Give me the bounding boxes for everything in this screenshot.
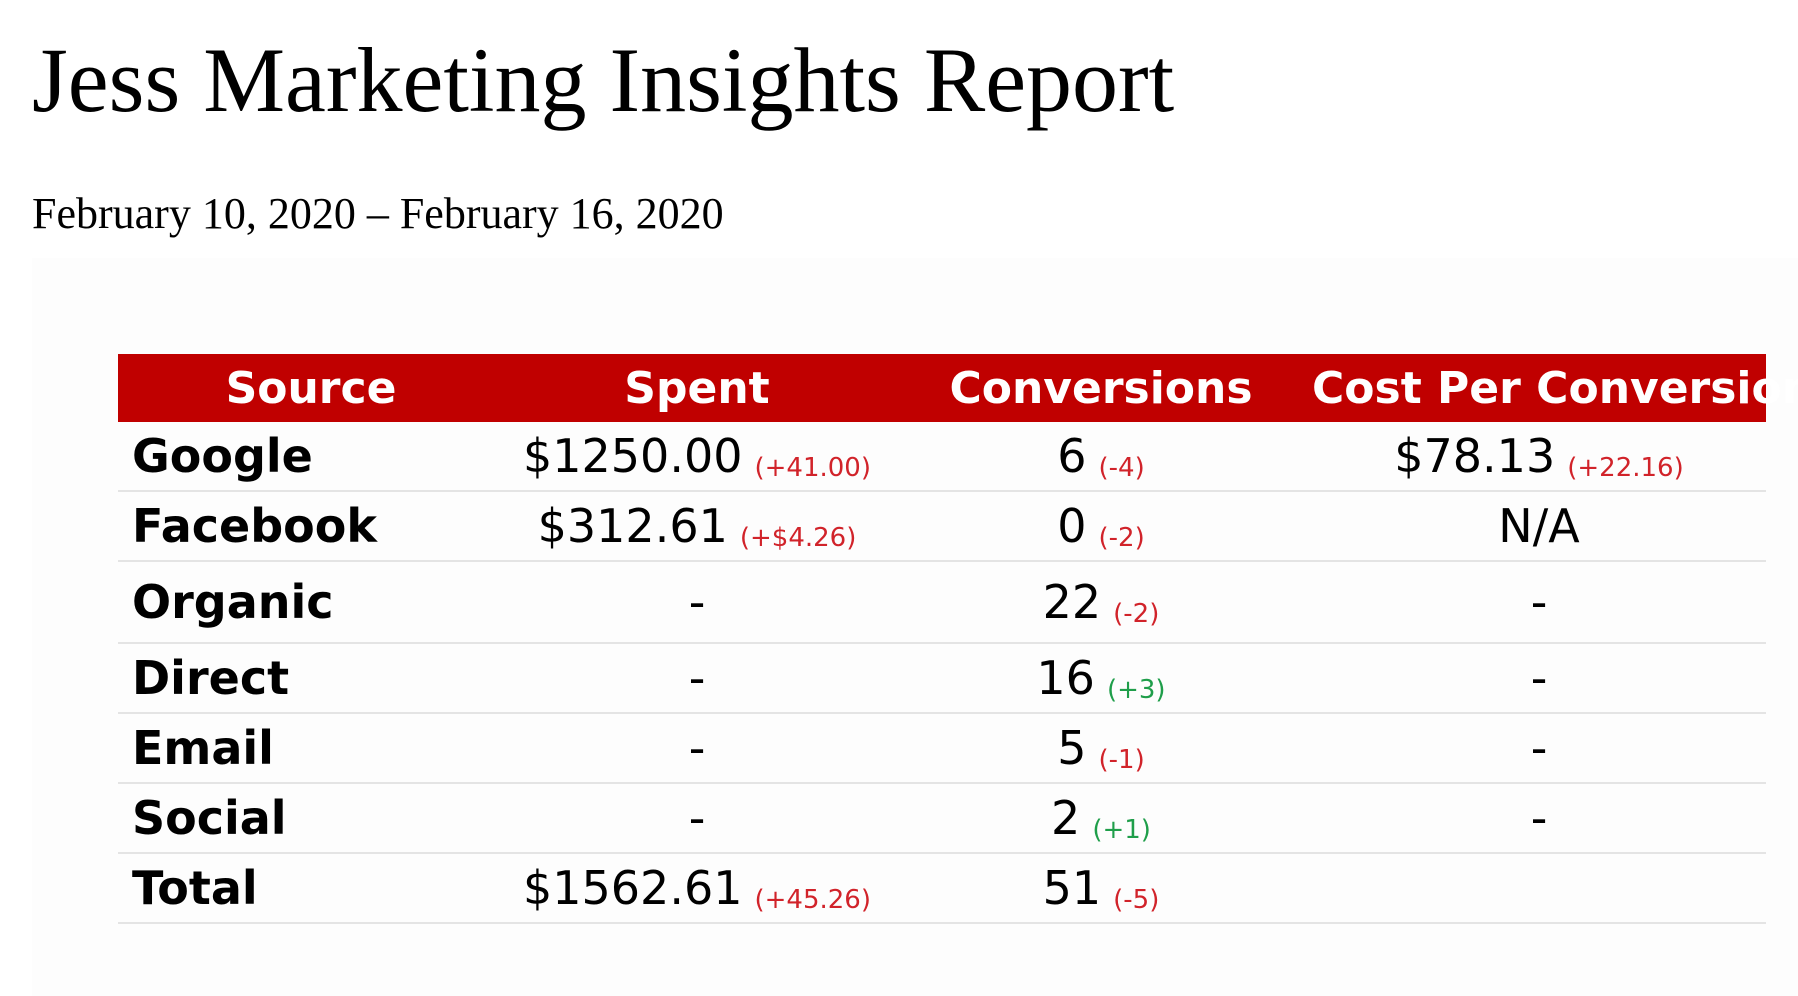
spent-value: $1250.00	[522, 429, 743, 483]
cpc-cell: -	[1312, 643, 1766, 714]
spent-delta: (+$4.26)	[739, 523, 857, 553]
table-body: Google $1250.00 (+41.00) 6 (-4) $78.13 (+22…	[118, 422, 1766, 924]
conversions-cell: 22 (-2)	[890, 561, 1312, 644]
cpc-value: $78.13	[1394, 429, 1556, 483]
cpc-cell: $78.13 (+22.16)	[1312, 422, 1766, 492]
cpc-cell: -	[1312, 713, 1766, 784]
conversions-delta: (-5)	[1113, 885, 1160, 915]
spent-cell: -	[504, 783, 890, 854]
conversions-value: 16	[1036, 651, 1095, 705]
insights-table: Source Spent Conversions Cost Per Conver…	[118, 354, 1798, 924]
conversions-cell: 51 (-5)	[890, 853, 1312, 924]
header-source: Source	[118, 354, 504, 422]
conversions-cell: 16 (+3)	[890, 643, 1312, 714]
conversions-delta: (+3)	[1106, 675, 1166, 705]
source-cell: Total	[118, 853, 504, 924]
cpc-cell: N/A	[1312, 491, 1766, 562]
spent-value: $312.61	[537, 499, 728, 553]
conversions-cell: 2 (+1)	[890, 783, 1312, 854]
header-cost-per-conversion: Cost Per Conversion	[1312, 354, 1798, 422]
cpc-cell	[1312, 853, 1766, 924]
source-cell: Facebook	[118, 491, 504, 562]
conversions-cell: 6 (-4)	[890, 422, 1312, 492]
spent-value: -	[688, 721, 706, 775]
spent-delta: (+41.00)	[754, 453, 871, 483]
conversions-delta: (-4)	[1098, 453, 1145, 483]
spent-cell: $1250.00 (+41.00)	[504, 422, 890, 492]
table-row-social: Social - 2 (+1) -	[118, 783, 1766, 854]
table-row-google: Google $1250.00 (+41.00) 6 (-4) $78.13 (+22…	[118, 422, 1766, 492]
spent-cell: $1562.61 (+45.26)	[504, 853, 890, 924]
insights-table-container: Source Spent Conversions Cost Per Conver…	[118, 354, 1798, 924]
report-title: Jess Marketing Insights Report	[32, 29, 1175, 131]
cpc-delta: (+22.16)	[1567, 453, 1684, 483]
cpc-value: -	[1530, 575, 1548, 629]
cpc-value: -	[1530, 651, 1548, 705]
conversions-value: 5	[1057, 721, 1087, 775]
cpc-cell: -	[1312, 561, 1766, 644]
header-row: Source Spent Conversions Cost Per Conver…	[118, 354, 1798, 422]
cpc-value: -	[1530, 721, 1548, 775]
conversions-delta: (-1)	[1098, 745, 1145, 775]
conversions-value: 22	[1042, 575, 1102, 629]
spent-cell: -	[504, 561, 890, 644]
conversions-delta: (-2)	[1113, 599, 1160, 629]
table-row-total: Total $1562.61 (+45.26) 51 (-5)	[118, 853, 1766, 924]
header-spent: Spent	[504, 354, 890, 422]
conversions-value: 51	[1042, 861, 1102, 915]
conversions-value: 2	[1051, 791, 1081, 845]
header-conversions: Conversions	[890, 354, 1312, 422]
conversions-delta: (-2)	[1098, 523, 1145, 553]
spent-cell: -	[504, 643, 890, 714]
cpc-value: N/A	[1498, 499, 1580, 553]
conversions-cell: 5 (-1)	[890, 713, 1312, 784]
table-row-email: Email - 5 (-1) -	[118, 713, 1766, 784]
report-date-range: February 10, 2020 – February 16, 2020	[32, 189, 724, 238]
spent-delta: (+45.26)	[754, 885, 871, 915]
table-row-organic: Organic - 22 (-2) -	[118, 561, 1766, 644]
spent-value: $1562.61	[522, 861, 743, 915]
table-row-direct: Direct - 16 (+3) -	[118, 643, 1766, 714]
cpc-cell: -	[1312, 783, 1766, 854]
spent-value: -	[688, 575, 706, 629]
conversions-value: 6	[1057, 429, 1087, 483]
table-header: Source Spent Conversions Cost Per Conver…	[118, 354, 1798, 422]
table-row-facebook: Facebook $312.61 (+$4.26) 0 (-2) N/A	[118, 491, 1766, 562]
source-cell: Google	[118, 422, 504, 492]
spent-value: -	[688, 651, 706, 705]
conversions-delta: (+1)	[1092, 815, 1151, 845]
spent-cell: -	[504, 713, 890, 784]
cpc-value: -	[1530, 791, 1548, 845]
source-cell: Social	[118, 783, 504, 854]
spent-cell: $312.61 (+$4.26)	[504, 491, 890, 562]
conversions-value: 0	[1057, 499, 1087, 553]
spent-value: -	[688, 791, 706, 845]
source-cell: Direct	[118, 643, 504, 714]
conversions-cell: 0 (-2)	[890, 491, 1312, 562]
source-cell: Organic	[118, 561, 504, 644]
source-cell: Email	[118, 713, 504, 784]
